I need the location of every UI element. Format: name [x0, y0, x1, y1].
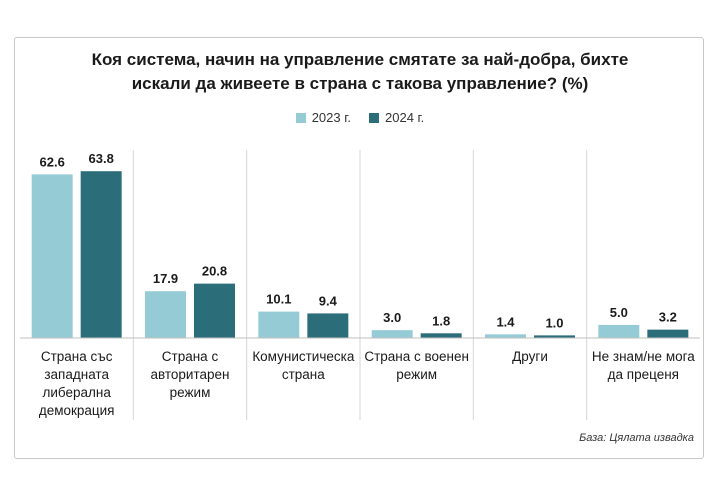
- chart-legend: 2023 г. 2024 г.: [0, 110, 720, 125]
- bar-value-label: 62.6: [40, 154, 65, 169]
- bar-2023-4: [485, 334, 526, 338]
- chart-title-line-1: Коя система, начин на управление смятате…: [91, 50, 629, 69]
- bar-value-label: 5.0: [610, 305, 628, 320]
- category-label: режим: [396, 367, 437, 382]
- bar-value-label: 1.0: [545, 315, 563, 330]
- bar-value-label: 17.9: [153, 271, 178, 286]
- category-label: страна: [282, 367, 325, 382]
- chart-title-line-2: искали да живеете в страна с такова упра…: [131, 74, 589, 93]
- legend-label-2023: 2023 г.: [311, 110, 351, 125]
- category-label: демокрация: [39, 403, 115, 418]
- bar-value-label: 10.1: [266, 292, 291, 307]
- bar-value-label: 1.8: [432, 313, 450, 328]
- bar-value-label: 9.4: [319, 293, 338, 308]
- legend-item-2024: 2024 г.: [369, 110, 424, 125]
- category-label: Страна с: [162, 349, 219, 364]
- category-label: западната: [44, 367, 109, 382]
- category-label: да преценя: [608, 367, 679, 382]
- chart-source-note: База: Цялата извадка: [579, 432, 694, 444]
- bar-2023-3: [371, 330, 413, 338]
- bar-2023-5: [598, 324, 640, 338]
- bar-2024-0: [80, 171, 122, 338]
- bar-2023-1: [145, 291, 186, 338]
- bar-value-label: 1.4: [496, 314, 515, 329]
- category-label: авторитарен: [151, 367, 230, 382]
- category-label: Страна със: [41, 349, 113, 364]
- category-label: Други: [512, 349, 548, 364]
- legend-item-2023: 2023 г.: [295, 110, 351, 125]
- bar-2024-4: [534, 335, 575, 338]
- legend-swatch-2023: [295, 112, 306, 123]
- category-label: режим: [170, 385, 211, 400]
- category-label: либерална: [42, 385, 111, 400]
- bar-2023-2: [258, 311, 300, 338]
- bar-value-label: 3.0: [383, 310, 401, 325]
- bar-2023-0: [31, 174, 73, 338]
- legend-label-2024: 2024 г.: [385, 110, 425, 125]
- category-label: Комунистическа: [252, 349, 355, 364]
- bar-2024-5: [647, 329, 689, 338]
- category-label: Страна с военен: [364, 349, 469, 364]
- chart-frame: [14, 37, 704, 459]
- category-label: Не знам/не мога: [592, 349, 695, 364]
- bar-2024-3: [420, 333, 462, 338]
- bar-2024-2: [307, 313, 349, 338]
- bar-value-label: 20.8: [202, 264, 227, 279]
- legend-swatch-2024: [369, 112, 379, 123]
- bar-2024-1: [194, 283, 235, 338]
- bar-value-label: 63.8: [89, 151, 114, 166]
- bar-value-label: 3.2: [659, 310, 677, 325]
